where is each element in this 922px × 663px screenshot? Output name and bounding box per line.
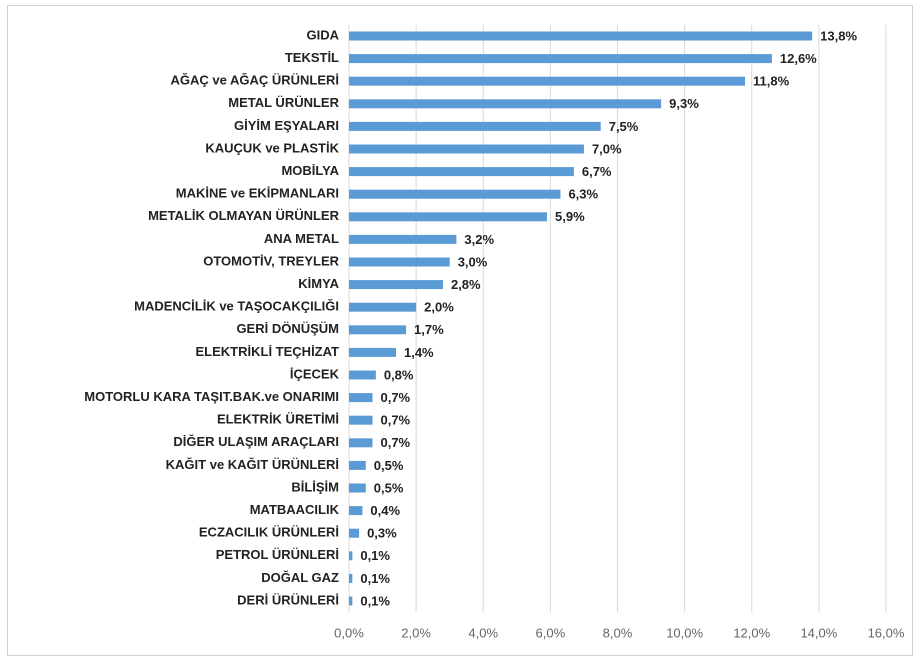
bar bbox=[349, 144, 584, 154]
data-label: 0,5% bbox=[374, 480, 404, 495]
y-tick-label: TEKSTİL bbox=[285, 50, 339, 65]
data-label: 3,2% bbox=[464, 232, 494, 247]
bar bbox=[349, 551, 353, 561]
x-tick-label: 14,0% bbox=[800, 625, 837, 640]
x-tick-label: 10,0% bbox=[666, 625, 703, 640]
data-label: 13,8% bbox=[820, 28, 857, 43]
y-tick-label: OTOMOTİV, TREYLER bbox=[203, 253, 339, 268]
data-label: 0,8% bbox=[384, 367, 414, 382]
y-tick-label: GERİ DÖNÜŞÜM bbox=[236, 321, 339, 336]
data-label: 0,1% bbox=[360, 593, 390, 608]
bar bbox=[349, 438, 373, 448]
data-label: 2,0% bbox=[424, 300, 454, 315]
y-tick-label: DOĞAL GAZ bbox=[261, 570, 339, 585]
data-label: 0,4% bbox=[370, 503, 400, 518]
y-tick-label: MADENCİLİK ve TAŞOCAKÇILIĞI bbox=[134, 299, 339, 314]
bar bbox=[349, 370, 376, 380]
y-tick-label: MATBAACILIK bbox=[250, 502, 340, 517]
x-tick-label: 0,0% bbox=[334, 625, 364, 640]
bar bbox=[349, 460, 366, 470]
data-label: 9,3% bbox=[669, 96, 699, 111]
chart-border bbox=[7, 5, 913, 656]
bar bbox=[349, 31, 813, 41]
y-tick-label: KAĞIT ve KAĞIT ÜRÜNLERİ bbox=[166, 457, 339, 472]
bar bbox=[349, 167, 574, 177]
bar bbox=[349, 483, 366, 493]
x-tick-label: 6,0% bbox=[536, 625, 566, 640]
bar bbox=[349, 415, 373, 425]
data-label: 0,7% bbox=[380, 390, 410, 405]
x-tick-label: 2,0% bbox=[401, 625, 431, 640]
bar bbox=[349, 596, 353, 606]
x-tick-label: 12,0% bbox=[733, 625, 770, 640]
y-tick-label: DİĞER ULAŞIM ARAÇLARI bbox=[173, 434, 339, 449]
y-tick-label: ANA METAL bbox=[264, 231, 339, 246]
bar bbox=[349, 506, 363, 516]
data-label: 1,7% bbox=[414, 322, 444, 337]
data-label: 11,8% bbox=[753, 74, 790, 89]
bar bbox=[349, 573, 353, 583]
data-label: 0,1% bbox=[360, 571, 390, 586]
y-tick-label: AĞAÇ ve AĞAÇ ÜRÜNLERİ bbox=[170, 73, 339, 88]
data-label: 2,8% bbox=[451, 277, 481, 292]
x-tick-label: 16,0% bbox=[868, 625, 905, 640]
data-label: 12,6% bbox=[780, 51, 817, 66]
data-label: 0,1% bbox=[360, 548, 390, 563]
y-tick-label: BİLİŞİM bbox=[291, 479, 339, 494]
y-tick-label: METALİK OLMAYAN ÜRÜNLER bbox=[148, 208, 340, 223]
data-label: 0,5% bbox=[374, 458, 404, 473]
y-tick-label: MAKİNE ve EKİPMANLARI bbox=[176, 186, 339, 201]
y-tick-label: MOBİLYA bbox=[281, 163, 339, 178]
bar bbox=[349, 302, 417, 312]
y-tick-label: GIDA bbox=[307, 27, 340, 42]
data-label: 7,5% bbox=[609, 119, 639, 134]
bar bbox=[349, 325, 407, 335]
bar bbox=[349, 393, 373, 403]
x-tick-label: 4,0% bbox=[468, 625, 498, 640]
bar bbox=[349, 347, 396, 357]
bar bbox=[349, 76, 746, 86]
y-tick-label: METAL ÜRÜNLER bbox=[228, 95, 339, 110]
data-label: 0,3% bbox=[367, 526, 397, 541]
y-tick-label: ECZACILIK ÜRÜNLERİ bbox=[199, 525, 339, 540]
bar bbox=[349, 257, 450, 267]
data-label: 6,3% bbox=[568, 187, 598, 202]
data-label: 5,9% bbox=[555, 209, 585, 224]
bar bbox=[349, 528, 360, 538]
y-tick-label: MOTORLU KARA TAŞIT.BAK.ve ONARIMI bbox=[84, 389, 339, 404]
y-tick-label: PETROL ÜRÜNLERİ bbox=[216, 547, 339, 562]
data-label: 3,0% bbox=[458, 254, 488, 269]
bar bbox=[349, 189, 561, 199]
x-tick-label: 8,0% bbox=[603, 625, 633, 640]
y-tick-label: ELEKTRİK ÜRETİMİ bbox=[217, 412, 339, 427]
bar bbox=[349, 99, 662, 109]
y-tick-label: İÇECEK bbox=[290, 366, 340, 381]
bar bbox=[349, 54, 772, 64]
y-tick-label: ELEKTRİKLİ TEÇHİZAT bbox=[196, 344, 340, 359]
data-label: 0,7% bbox=[380, 413, 410, 428]
y-tick-label: KİMYA bbox=[298, 276, 339, 291]
y-tick-label: KAUÇUK ve PLASTİK bbox=[205, 140, 339, 155]
bar bbox=[349, 234, 457, 244]
y-tick-label: DERİ ÜRÜNLERİ bbox=[237, 592, 339, 607]
data-label: 6,7% bbox=[582, 164, 612, 179]
bar bbox=[349, 212, 548, 222]
bar bbox=[349, 121, 601, 131]
y-tick-label: GİYİM EŞYALARI bbox=[234, 118, 339, 133]
bar bbox=[349, 280, 443, 290]
data-label: 0,7% bbox=[380, 435, 410, 450]
data-label: 7,0% bbox=[592, 141, 622, 156]
data-label: 1,4% bbox=[404, 345, 434, 360]
